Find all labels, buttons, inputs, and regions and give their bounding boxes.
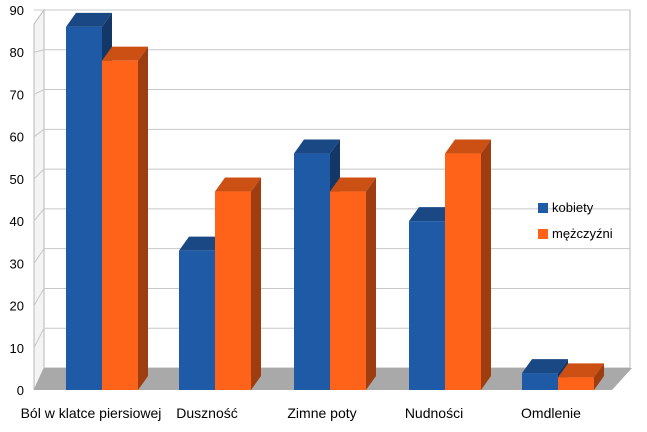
x-tick-label: Omdlenie (521, 405, 581, 421)
legend: kobiety mężczyźni (538, 200, 613, 241)
y-tick-label: 0 (17, 383, 24, 398)
y-tick-label: 70 (10, 87, 24, 102)
bar-top (445, 139, 491, 154)
bar-top (409, 207, 455, 222)
x-axis-labels: Ból w klatce piersiowej Duszność Zimne pot… (21, 405, 582, 421)
bar-top (522, 359, 568, 374)
legend-swatch-mężczyźni (538, 229, 548, 239)
bar-side (366, 177, 376, 390)
bar-front (179, 250, 215, 390)
gridline (33, 89, 630, 95)
y-tick-label: 90 (10, 3, 24, 18)
bar-side (138, 46, 148, 391)
bar-top (66, 12, 112, 27)
bar-front (215, 191, 251, 390)
bar-top (330, 177, 376, 192)
x-tick-label: Ból w klatce piersiowej (21, 405, 162, 421)
y-tick-label: 50 (10, 172, 24, 187)
y-tick-label: 60 (10, 130, 24, 145)
bar-side (251, 177, 261, 390)
bar-mężczyźni-1 (215, 177, 261, 390)
bar-front (66, 26, 102, 391)
chart-side-wall (33, 8, 45, 391)
y-tick-label: 10 (10, 341, 24, 356)
bar-front (330, 191, 366, 390)
gridline (33, 168, 630, 180)
x-tick-label: Zimne poty (287, 405, 356, 421)
x-tick-label: Duszność (176, 405, 237, 421)
bar-front (445, 153, 481, 390)
legend-swatch-kobiety (538, 203, 548, 213)
gridline (33, 49, 630, 53)
bar-front (102, 60, 138, 391)
bar-mężczyźni-4 (558, 363, 604, 390)
y-axis-ticks: 0 10 20 30 40 50 60 70 80 90 (10, 3, 24, 398)
bar-mężczyźni-2 (330, 177, 376, 390)
bar-mężczyźni-3 (445, 139, 491, 390)
y-tick-label: 80 (10, 45, 24, 60)
bars (66, 12, 604, 391)
legend-label-mężczyźni: mężczyźni (552, 226, 613, 241)
bar-side (481, 139, 491, 390)
bar-top (294, 139, 340, 154)
gridline (33, 128, 630, 138)
y-tick-label: 40 (10, 214, 24, 229)
y-tick-label: 30 (10, 256, 24, 271)
bar-front (409, 221, 445, 390)
bar-top (102, 46, 148, 61)
bar-front (522, 373, 558, 390)
bar-top (558, 363, 604, 378)
bar-front (294, 153, 330, 390)
bar-mężczyźni-0 (102, 46, 148, 391)
legend-label-kobiety: kobiety (552, 200, 594, 215)
bar-top (215, 177, 261, 192)
x-tick-label: Nudności (405, 405, 463, 421)
bar-top (179, 236, 225, 251)
bar-side (594, 363, 604, 390)
y-tick-label: 20 (10, 299, 24, 314)
bar-front (558, 377, 594, 390)
